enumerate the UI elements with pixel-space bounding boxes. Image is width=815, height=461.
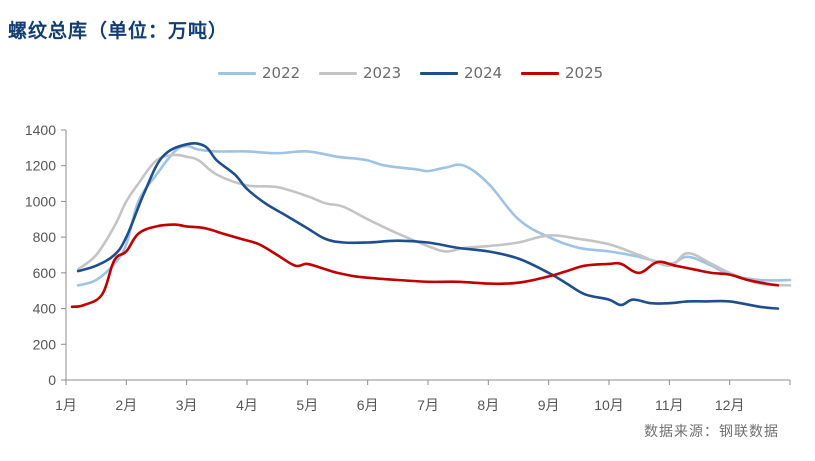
x-tick-label: 12月 — [715, 397, 745, 413]
legend-swatch — [319, 71, 357, 75]
series-line-2023 — [76, 153, 792, 287]
chart-title: 螺纹总库（单位：万吨） — [8, 20, 229, 42]
legend-swatch — [218, 71, 256, 75]
series-line-2025 — [70, 223, 780, 309]
legend-swatch — [420, 71, 458, 75]
x-tick-label: 8月 — [477, 397, 499, 413]
x-tick-label: 2月 — [115, 397, 137, 413]
legend-label: 2023 — [363, 64, 402, 82]
x-tick-label: 6月 — [357, 397, 379, 413]
legend-label: 2025 — [565, 64, 604, 82]
y-tick-label: 400 — [33, 301, 57, 317]
y-tick-label: 0 — [48, 372, 56, 388]
legend-label: 2022 — [262, 64, 301, 82]
series-line-2024 — [76, 141, 780, 310]
x-tick-label: 3月 — [176, 397, 198, 413]
legend-item-2024: 2024 — [420, 64, 502, 82]
series-line-2022 — [76, 144, 792, 287]
legend-item-2025: 2025 — [521, 64, 603, 82]
legend-swatch — [521, 71, 559, 75]
x-tick-label: 4月 — [236, 397, 258, 413]
x-tick-label: 10月 — [594, 397, 624, 413]
x-tick-label: 9月 — [538, 397, 560, 413]
x-tick-label: 11月 — [655, 397, 684, 413]
legend-item-2022: 2022 — [218, 64, 300, 82]
y-tick-label: 1000 — [25, 193, 56, 209]
y-tick-label: 1200 — [25, 158, 56, 174]
x-tick-label: 5月 — [296, 397, 318, 413]
x-tick-label: 7月 — [417, 397, 439, 413]
y-tick-label: 600 — [33, 265, 57, 281]
x-tick-label: 1月 — [55, 397, 77, 413]
y-tick-label: 200 — [33, 336, 57, 352]
legend-label: 2024 — [464, 64, 503, 82]
legend-item-2023: 2023 — [319, 64, 401, 82]
y-tick-label: 800 — [33, 229, 57, 245]
y-tick-label: 1400 — [25, 122, 56, 138]
data-source-note: 数据来源：钢联数据 — [644, 424, 779, 440]
legend: 2022 2023 2024 2025 — [0, 64, 815, 88]
